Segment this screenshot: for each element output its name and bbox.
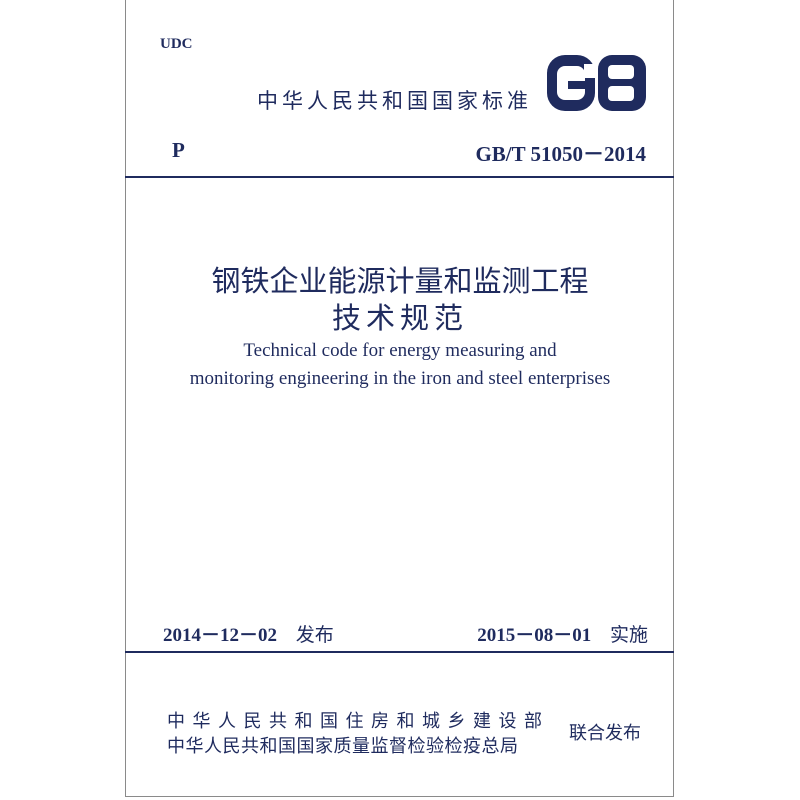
gb-logo xyxy=(547,55,646,111)
title-en-line2: monitoring engineering in the iron and s… xyxy=(189,368,611,389)
implement-date-value: 2015－08－01 xyxy=(477,625,592,646)
title-zh-line2: 技术规范 xyxy=(331,301,468,335)
issue-date: 2014－12－02 发布 xyxy=(163,620,334,647)
standard-code: GB/T 51050－2014 xyxy=(475,142,646,166)
issue-label: 发布 xyxy=(295,624,334,646)
top-divider xyxy=(125,176,674,178)
category-label: P xyxy=(172,138,185,162)
implement-date: 2015－08－01 实施 xyxy=(477,620,648,647)
cover-page xyxy=(125,0,674,797)
publisher-line2: 中华人民共和国国家质量监督检验检疫总局 xyxy=(167,736,519,757)
national-standard-label: 中华人民共和国国家标准 xyxy=(257,89,532,113)
issue-date-value: 2014－12－02 xyxy=(163,625,278,646)
joint-publish-label: 联合发布 xyxy=(569,723,641,744)
udc-label: UDC xyxy=(160,36,193,52)
bottom-divider xyxy=(125,651,674,653)
implement-label: 实施 xyxy=(609,624,648,646)
publisher-line1: 中华人民共和国住房和城乡建设部 xyxy=(167,711,550,732)
title-en-line1: Technical code for energy measuring and xyxy=(243,340,557,361)
title-zh-line1: 钢铁企业能源计量和监测工程 xyxy=(211,264,589,298)
